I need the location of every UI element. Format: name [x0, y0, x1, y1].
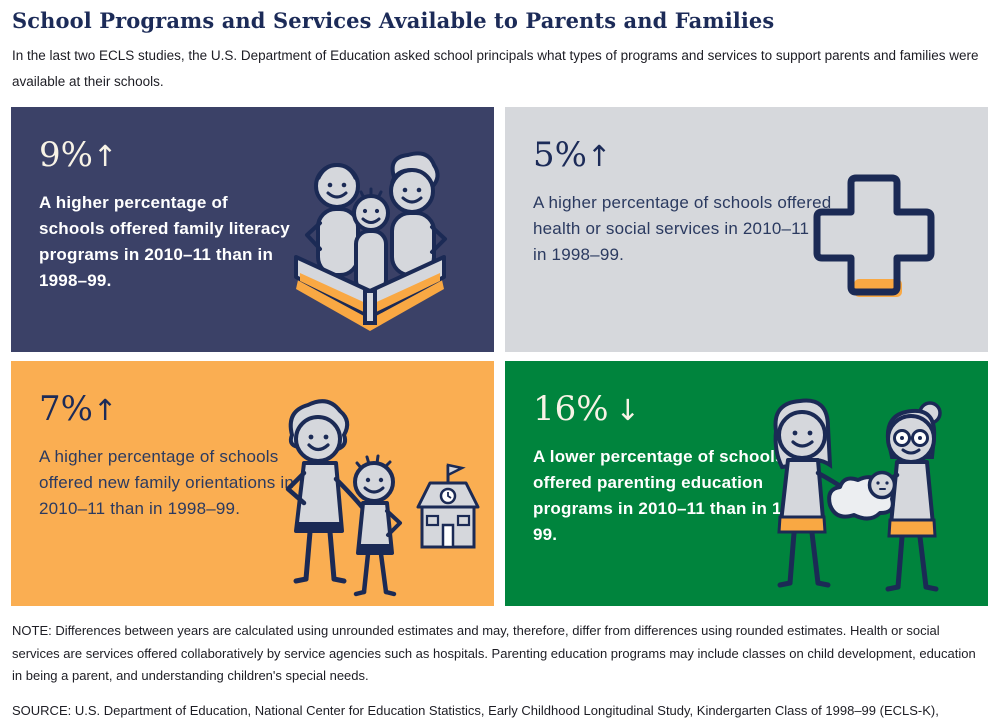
- stat-value: 9%↑: [39, 135, 494, 175]
- stat-description: A higher percentage of schools offered h…: [533, 193, 849, 265]
- stat-description: A higher percentage of schools offered n…: [39, 447, 295, 519]
- stat-card-new-family-orientations: 7%↑ A higher percentage of schools offer…: [11, 361, 494, 606]
- page-title: School Programs and Services Available t…: [12, 8, 775, 33]
- stat-description: A higher percentage of schools offered f…: [39, 193, 290, 290]
- stat-description: A lower percentage of schools offered pa…: [533, 447, 821, 544]
- adults-holding-baby-illustration: [773, 398, 942, 592]
- parent-child-school-illustration: [285, 399, 480, 597]
- source-body: SOURCE: U.S. Department of Education, Na…: [12, 702, 939, 718]
- stat-card-family-literacy: 9%↑ A higher percentage of schools offer…: [11, 107, 494, 352]
- intro-paragraph: In the last two ECLS studies, the U.S. D…: [12, 48, 979, 89]
- stat-number: 7%: [39, 389, 93, 429]
- stat-value: 5%↑: [533, 135, 988, 175]
- stat-value: 7%↑: [39, 389, 494, 429]
- stat-number: 16%: [533, 389, 609, 429]
- stat-value: 16% ↓: [533, 389, 988, 429]
- stat-number: 9%: [39, 135, 93, 175]
- stat-card-parenting-education: 16% ↓ A lower percentage of schools offer…: [505, 361, 988, 606]
- stat-card-health-social-services: 5%↑ A higher percentage of schools offer…: [505, 107, 988, 352]
- increase-arrow-icon: ↑: [586, 139, 612, 173]
- increase-arrow-icon: ↑: [92, 393, 118, 427]
- increase-arrow-icon: ↑: [92, 139, 118, 173]
- stat-card-grid: 9%↑ A higher percentage of schools offer…: [11, 107, 988, 606]
- note-text: NOTE: Differences between years are calc…: [12, 623, 976, 683]
- source-text: SOURCE: U.S. Department of Education, Na…: [12, 699, 987, 724]
- decrease-arrow-icon: ↓: [615, 393, 640, 427]
- stat-number: 5%: [533, 135, 587, 175]
- medical-cross-icon: [813, 174, 935, 297]
- family-reading-book-illustration: [294, 151, 447, 331]
